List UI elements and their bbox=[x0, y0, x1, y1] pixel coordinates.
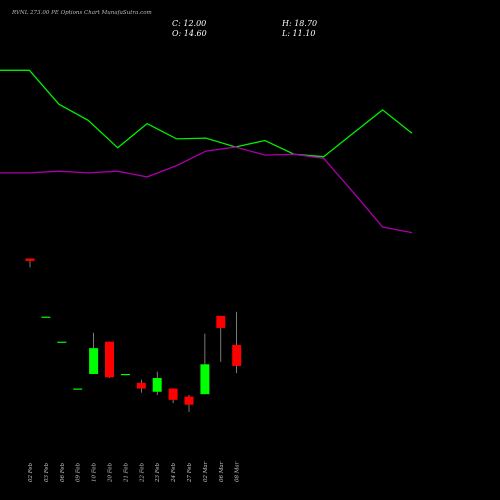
x-tick-label: 06 Mar bbox=[219, 461, 225, 482]
low-label: L: 11.10 bbox=[281, 29, 315, 38]
x-tick-label: 09 Feb bbox=[76, 462, 82, 482]
x-tick-label: 02 Feb bbox=[28, 462, 34, 482]
x-tick-label: 27 Feb bbox=[187, 462, 193, 483]
x-tick-label: 10 Feb bbox=[92, 462, 98, 482]
candle-body bbox=[184, 396, 194, 405]
candle-body bbox=[89, 348, 99, 374]
line-series bbox=[0, 69, 413, 158]
candle-body bbox=[120, 373, 130, 376]
x-tick-label: 06 Feb bbox=[60, 462, 66, 482]
open-label: O: 14.60 bbox=[172, 29, 207, 38]
x-tick-label: 08 Mar bbox=[235, 461, 241, 482]
x-tick-label: 03 Feb bbox=[44, 462, 50, 482]
candle-body bbox=[25, 258, 35, 261]
close-label: C: 12.00 bbox=[172, 19, 206, 28]
candle-body bbox=[73, 388, 83, 390]
chart-title: RVNL 273.00 PE Options Chart MunafaSutra… bbox=[11, 10, 152, 16]
x-tick-label: 20 Feb bbox=[108, 462, 114, 483]
x-tick-label: 23 Feb bbox=[155, 462, 161, 483]
candle-body bbox=[168, 388, 178, 400]
candle-body bbox=[41, 316, 51, 318]
candle-body bbox=[136, 382, 146, 389]
x-tick-label: 24 Feb bbox=[171, 462, 177, 483]
candle-body bbox=[57, 341, 67, 343]
candle-body bbox=[216, 315, 226, 328]
candle-body bbox=[152, 378, 162, 392]
x-tick-label: 21 Feb bbox=[123, 462, 129, 483]
high-label: H: 18.70 bbox=[281, 19, 317, 28]
candle-body bbox=[105, 341, 114, 378]
candle-body bbox=[232, 344, 242, 366]
x-tick-label: 22 Feb bbox=[139, 462, 145, 483]
candle-body bbox=[200, 364, 210, 395]
line-series bbox=[0, 146, 413, 234]
x-tick-label: 02 Mar bbox=[203, 461, 209, 482]
